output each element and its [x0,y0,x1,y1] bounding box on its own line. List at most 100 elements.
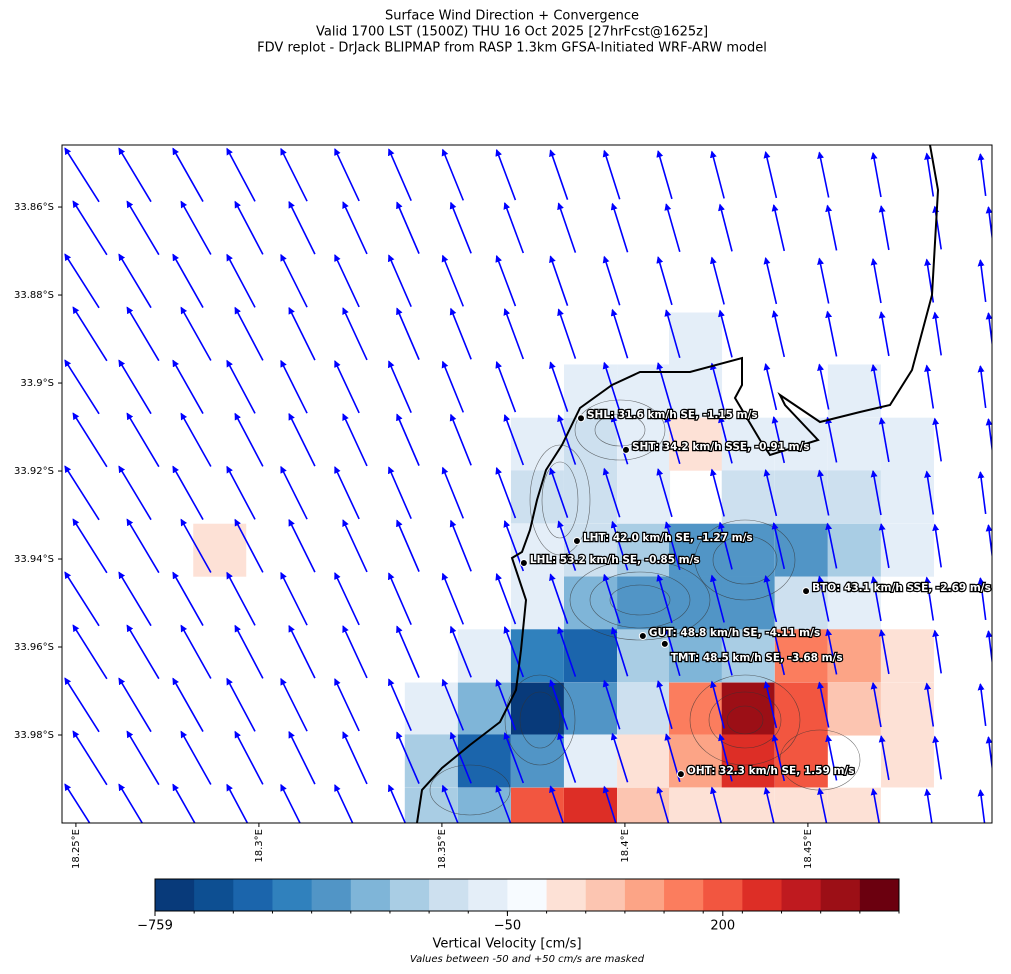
wind-arrow [118,359,152,415]
cell [564,682,618,736]
wind-arrow [870,364,882,410]
wind-arrow [602,785,617,823]
station-dot [802,587,811,596]
cell [880,523,934,577]
title-line: Valid 1700 LST (1500Z) THU 16 Oct 2025 [… [316,25,708,40]
wind-arrow [495,679,517,731]
wind-arrow [288,518,316,573]
wind-arrow [763,257,778,305]
wind-arrow [557,308,577,359]
y-tick-label: 33.96°S [14,642,54,653]
wind-arrow [870,152,882,198]
wind-arrow [72,412,108,468]
cell [880,629,934,683]
wind-arrow [557,732,577,783]
wind-arrow [280,253,308,308]
cell [457,682,511,736]
wind-arrow [817,363,830,410]
wind-arrow [126,306,160,362]
colorbar-bin [664,879,704,911]
wind-arrow [709,362,725,411]
wind-arrow [180,624,212,679]
wind-arrow [817,257,830,304]
cell [721,629,775,683]
wind-arrow [977,365,987,409]
wind-arrow [924,682,935,727]
wind-arrow [656,786,670,823]
wind-arrow [441,784,459,823]
wind-arrow [280,571,308,626]
colorbar-tick-label: 200 [710,919,735,934]
wind-arrow [932,311,942,356]
wind-arrow [180,200,212,255]
wind-arrow [503,202,525,254]
wind-arrow [118,465,152,521]
wind-arrow [656,680,673,730]
wind-arrow [226,677,256,732]
wind-arrow [288,730,316,785]
wind-arrow [718,309,733,358]
wind-arrow [388,148,412,201]
wind-arrow [441,572,465,625]
wind-arrow [396,307,420,360]
wind-arrow [396,519,420,572]
wind-arrow [763,469,778,517]
wind-arrow [64,677,100,733]
wind-arrow [495,149,517,201]
wind-arrow [118,571,152,627]
wind-arrow [825,204,838,251]
wind-arrow [709,680,725,729]
wind-arrow [280,147,308,202]
cell [774,734,828,788]
cell [721,417,775,471]
station-label: BTO: 43.1 km/h SSE, -2.69 m/s [812,582,991,594]
wind-arrow [771,522,786,570]
colorbar-bin [742,879,783,911]
cell [510,682,564,736]
cell [669,682,723,736]
cell [880,682,934,736]
wind-arrow [932,735,942,780]
wind-arrow [503,414,525,466]
wind-arrow [72,518,108,574]
wind-arrow [288,200,316,255]
plot-frame [61,144,993,824]
wind-arrow [342,731,368,785]
station-dot [576,414,585,423]
colorbar-bin [624,879,665,911]
x-tick-label: 18.3°E [254,829,265,863]
wind-arrow [932,629,942,674]
wind-arrow [985,418,992,455]
station-label: SHL: 31.6 km/h SE, -1.15 m/s [587,409,758,421]
wind-arrow [977,259,987,303]
cell [774,682,828,736]
wind-arrow [441,678,465,731]
wind-arrow [72,730,108,786]
wind-arrow [396,413,420,466]
wind-arrow [602,679,621,730]
colorbar-note: Values between -50 and +50 cm/s are mask… [410,954,645,965]
wind-arrow [771,734,786,782]
wind-arrow [656,256,673,306]
wind-arrow [664,521,681,571]
wind-arrow [549,573,569,624]
wind-arrow [449,731,472,784]
y-tick-label: 33.88°S [14,290,54,301]
wind-arrow [495,573,517,625]
cell [564,787,618,823]
wind-arrow [985,630,992,667]
colorbar-bin [311,879,352,911]
y-tick-label: 33.94°S [14,554,54,565]
cell [457,629,511,683]
colorbar-bin [194,879,234,911]
wind-arrow [226,359,256,414]
station-dot [572,536,581,545]
wind-arrow [234,624,264,679]
y-tick-label: 33.9°S [20,378,54,389]
cell [404,682,458,736]
cell [510,523,564,577]
wind-arrow [924,152,935,197]
wind-arrow [503,308,525,360]
wind-arrow [172,253,204,308]
wind-arrow [388,572,412,625]
